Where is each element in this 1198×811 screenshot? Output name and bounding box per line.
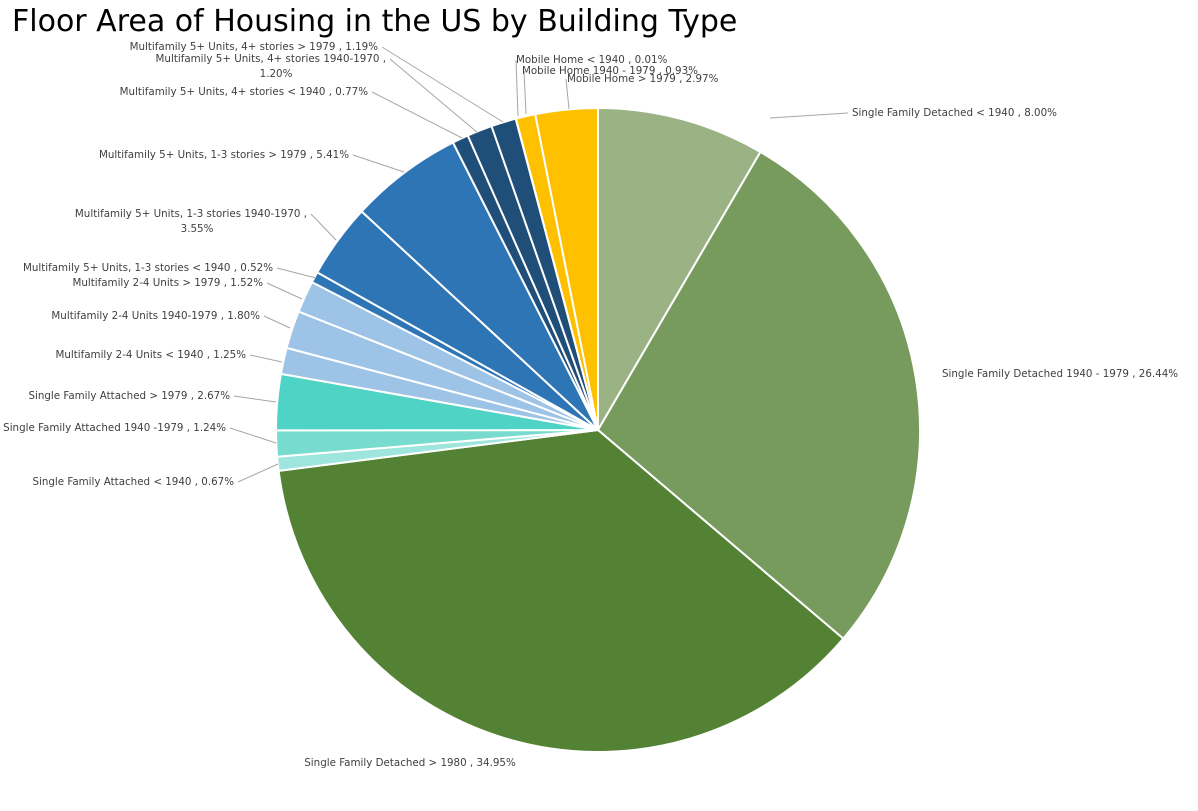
pie-slice <box>277 428 845 753</box>
leader-line <box>769 112 849 119</box>
slice-data-label: Multifamily 2-4 Units > 1979 , 1.52% <box>72 277 263 289</box>
chart-title: Floor Area of Housing in the US by Build… <box>12 4 738 39</box>
pie-slices <box>274 106 921 753</box>
leader-line <box>565 78 570 110</box>
leader-line <box>371 91 463 139</box>
leader-line <box>523 70 527 115</box>
slice-data-label: Multifamily 2-4 Units < 1940 , 1.25% <box>55 349 246 361</box>
slice-data-label: Mobile Home > 1979 , 2.97% <box>567 73 719 85</box>
slice-data-label: Mobile Home < 1940 , 0.01% <box>516 54 668 66</box>
leader-line <box>276 267 317 279</box>
leader-line <box>233 395 277 403</box>
pie-slice <box>597 106 762 434</box>
slice-data-label: Multifamily 5+ Units, 1-3 stories 1940-1… <box>75 208 307 235</box>
leader-line <box>389 58 479 134</box>
leader-line <box>310 213 337 241</box>
leader-line <box>249 354 283 363</box>
slice-data-label: Multifamily 5+ Units, 4+ stories > 1979 … <box>130 41 379 53</box>
slice-data-label: Multifamily 5+ Units, 4+ stories 1940-19… <box>156 53 386 80</box>
slice-data-label: Single Family Attached > 1979 , 2.67% <box>28 390 230 402</box>
slice-data-label: Multifamily 5+ Units, 1-3 stories > 1979… <box>99 149 349 161</box>
leader-line <box>263 315 291 329</box>
data-labels: Single Family Detached < 1940 , 8.00% Sin… <box>3 41 1178 769</box>
leader-line <box>237 463 279 483</box>
leader-line <box>266 282 303 300</box>
slice-data-label: Mobile Home 1940 - 1979 , 0.93% <box>522 65 698 77</box>
slice-data-label: Single Family Detached < 1940 , 8.00% <box>852 107 1057 119</box>
leader-line <box>515 59 519 117</box>
slice-data-label: Multifamily 5+ Units, 1-3 stories < 1940… <box>23 262 273 274</box>
slice-data-label: Multifamily 2-4 Units 1940-1979 , 1.80% <box>51 310 260 322</box>
leader-line <box>381 46 504 123</box>
leader-lines <box>229 46 849 483</box>
slice-data-label: Single Family Attached < 1940 , 0.67% <box>32 476 234 488</box>
pie-slice <box>596 150 921 641</box>
slice-data-label: Single Family Detached > 1980 , 34.95% <box>304 757 516 769</box>
leader-line <box>352 154 405 173</box>
leader-line <box>229 427 277 444</box>
slice-data-label: Single Family Detached 1940 - 1979 , 26.… <box>942 368 1178 380</box>
slice-data-label: Multifamily 5+ Units, 4+ stories < 1940 … <box>120 86 369 98</box>
slice-data-label: Single Family Attached 1940 -1979 , 1.24… <box>3 422 226 434</box>
pie-slice <box>534 106 599 431</box>
